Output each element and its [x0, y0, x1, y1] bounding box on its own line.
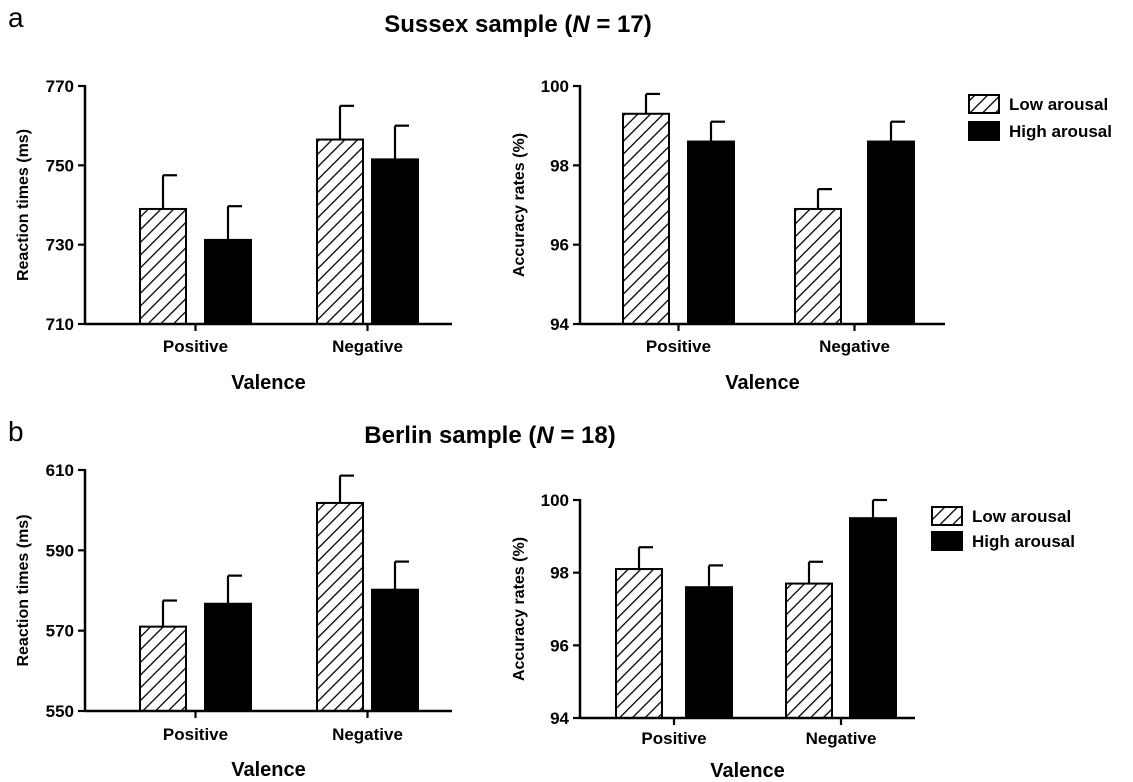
x-axis-title: Valence	[231, 759, 306, 781]
y-tick-label: 100	[541, 491, 569, 510]
x-axis-title: Valence	[725, 372, 800, 394]
bar-high-arousal-negative	[371, 158, 419, 325]
y-tick-label: 610	[46, 461, 74, 480]
legend-label-low: Low arousal	[972, 507, 1071, 526]
bar-low-arousal-positive	[139, 207, 187, 325]
legend-label-low: Low arousal	[1009, 95, 1108, 114]
chart-b-accuracy: 94 96 98 100 Positive Negative Valence Accuracy…	[511, 491, 915, 782]
legend-swatch-high	[968, 121, 1000, 141]
panel-title-b: Berlin sample (N = 18)	[364, 422, 615, 449]
y-axis-title: Accuracy rates (%)	[511, 133, 528, 277]
chart-b-reaction-times: 550 570 590 610 Positive Negative Valence React…	[15, 461, 452, 781]
y-tick-label: 710	[46, 315, 74, 334]
bar-low-arousal-negative	[316, 501, 364, 713]
x-tick-label-negative: Negative	[819, 337, 890, 356]
bar-low-arousal-positive	[615, 568, 663, 719]
y-tick-label: 570	[46, 622, 74, 641]
bar-high-arousal-negative	[371, 588, 419, 712]
x-tick-label-positive: Positive	[163, 725, 228, 744]
legend-swatch-low	[968, 94, 1000, 114]
y-axis-title: Reaction times (ms)	[15, 514, 32, 666]
legend-swatch-low	[931, 506, 963, 526]
legend-label-high: High arousal	[972, 532, 1075, 551]
x-tick-label-negative: Negative	[806, 729, 877, 748]
legend-label-high: High arousal	[1009, 122, 1112, 141]
x-tick-label-positive: Positive	[641, 729, 706, 748]
y-tick-label: 100	[541, 77, 569, 96]
y-axis-title: Accuracy rates (%)	[511, 537, 528, 681]
y-tick-label: 94	[550, 315, 569, 334]
y-tick-label: 590	[46, 541, 74, 560]
bar-low-arousal-negative	[785, 582, 833, 719]
legend-b: Low arousal High arousal	[931, 506, 1075, 551]
panel-title-a: Sussex sample (N = 17)	[384, 11, 652, 38]
chart-a-accuracy: 94 96 98 100 Positive Negative Valence Accuracy…	[511, 77, 945, 394]
bar-high-arousal-positive	[687, 140, 735, 325]
y-tick-label: 96	[550, 236, 569, 255]
panel-letter-a: a	[8, 2, 24, 33]
chart-a-reaction-times: 710 730 750 770 Positive Negative Valence React…	[15, 77, 452, 394]
plots: 710 730 750 770 Positive Negative Valence React…	[15, 77, 945, 782]
bar-high-arousal-negative	[867, 140, 915, 325]
x-tick-label-negative: Negative	[332, 725, 403, 744]
y-tick-label: 98	[550, 564, 569, 583]
legend-swatch-high	[931, 531, 963, 551]
bar-high-arousal-positive	[685, 586, 733, 720]
y-tick-label: 94	[550, 709, 569, 728]
bar-low-arousal-negative	[794, 207, 842, 325]
panel-letter-b: b	[8, 416, 24, 447]
y-tick-label: 550	[46, 702, 74, 721]
bar-low-arousal-positive	[622, 112, 670, 326]
legend-a: Low arousal High arousal	[968, 94, 1112, 141]
y-tick-label: 770	[46, 77, 74, 96]
y-tick-label: 98	[550, 156, 569, 175]
bar-low-arousal-positive	[139, 625, 187, 713]
y-tick-label: 96	[550, 636, 569, 655]
x-tick-label-positive: Positive	[646, 337, 711, 356]
x-tick-label-negative: Negative	[332, 337, 403, 356]
x-tick-label-positive: Positive	[163, 337, 228, 356]
x-axis-title: Valence	[710, 760, 785, 782]
bar-high-arousal-negative	[849, 517, 897, 720]
y-axis-title: Reaction times (ms)	[15, 129, 32, 281]
bar-high-arousal-positive	[204, 602, 252, 713]
bar-low-arousal-negative	[316, 138, 364, 325]
y-tick-label: 750	[46, 156, 74, 175]
y-tick-label: 730	[46, 236, 74, 255]
x-axis-title: Valence	[231, 372, 306, 394]
bar-high-arousal-positive	[204, 238, 252, 325]
